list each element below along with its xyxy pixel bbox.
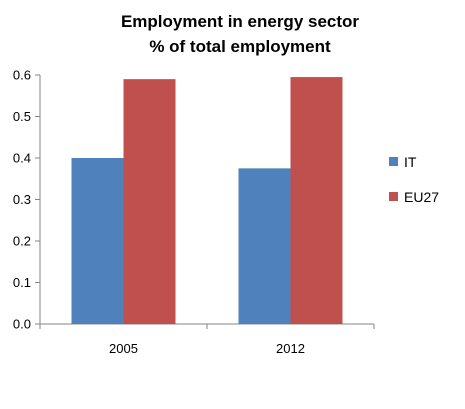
y-tick-label: 0.2	[13, 234, 31, 249]
bars	[71, 77, 343, 325]
legend-swatch-eu27	[389, 192, 398, 201]
legend-label-eu27: EU27	[404, 189, 439, 205]
plot-area: 0.0 0.1 0.2 0.3 0.4 0.5 0.6 2005 2012	[13, 68, 375, 356]
y-tick-label: 0.0	[13, 317, 31, 332]
legend-label-it: IT	[404, 154, 417, 170]
legend-swatch-it	[389, 157, 398, 166]
legend: IT EU27	[389, 154, 439, 205]
y-tick-label: 0.1	[13, 275, 31, 290]
bar-eu27-2005	[123, 79, 176, 325]
bar-it-2005	[71, 158, 124, 324]
y-tick-label: 0.5	[13, 109, 31, 124]
y-tick-label: 0.3	[13, 192, 31, 207]
bar-it-2012	[238, 168, 291, 324]
chart-title-line-2: % of total employment	[149, 37, 331, 56]
chart-title-line-1: Employment in energy sector	[121, 12, 359, 31]
y-tick-label: 0.6	[13, 68, 31, 83]
bar-eu27-2012	[290, 77, 343, 324]
x-tick-label: 2005	[109, 341, 138, 356]
x-tick-label: 2012	[276, 341, 305, 356]
y-axis-ticks: 0.0 0.1 0.2 0.3 0.4 0.5 0.6	[13, 68, 40, 332]
y-tick-label: 0.4	[13, 151, 31, 166]
x-axis-ticks: 2005 2012	[39, 324, 375, 356]
